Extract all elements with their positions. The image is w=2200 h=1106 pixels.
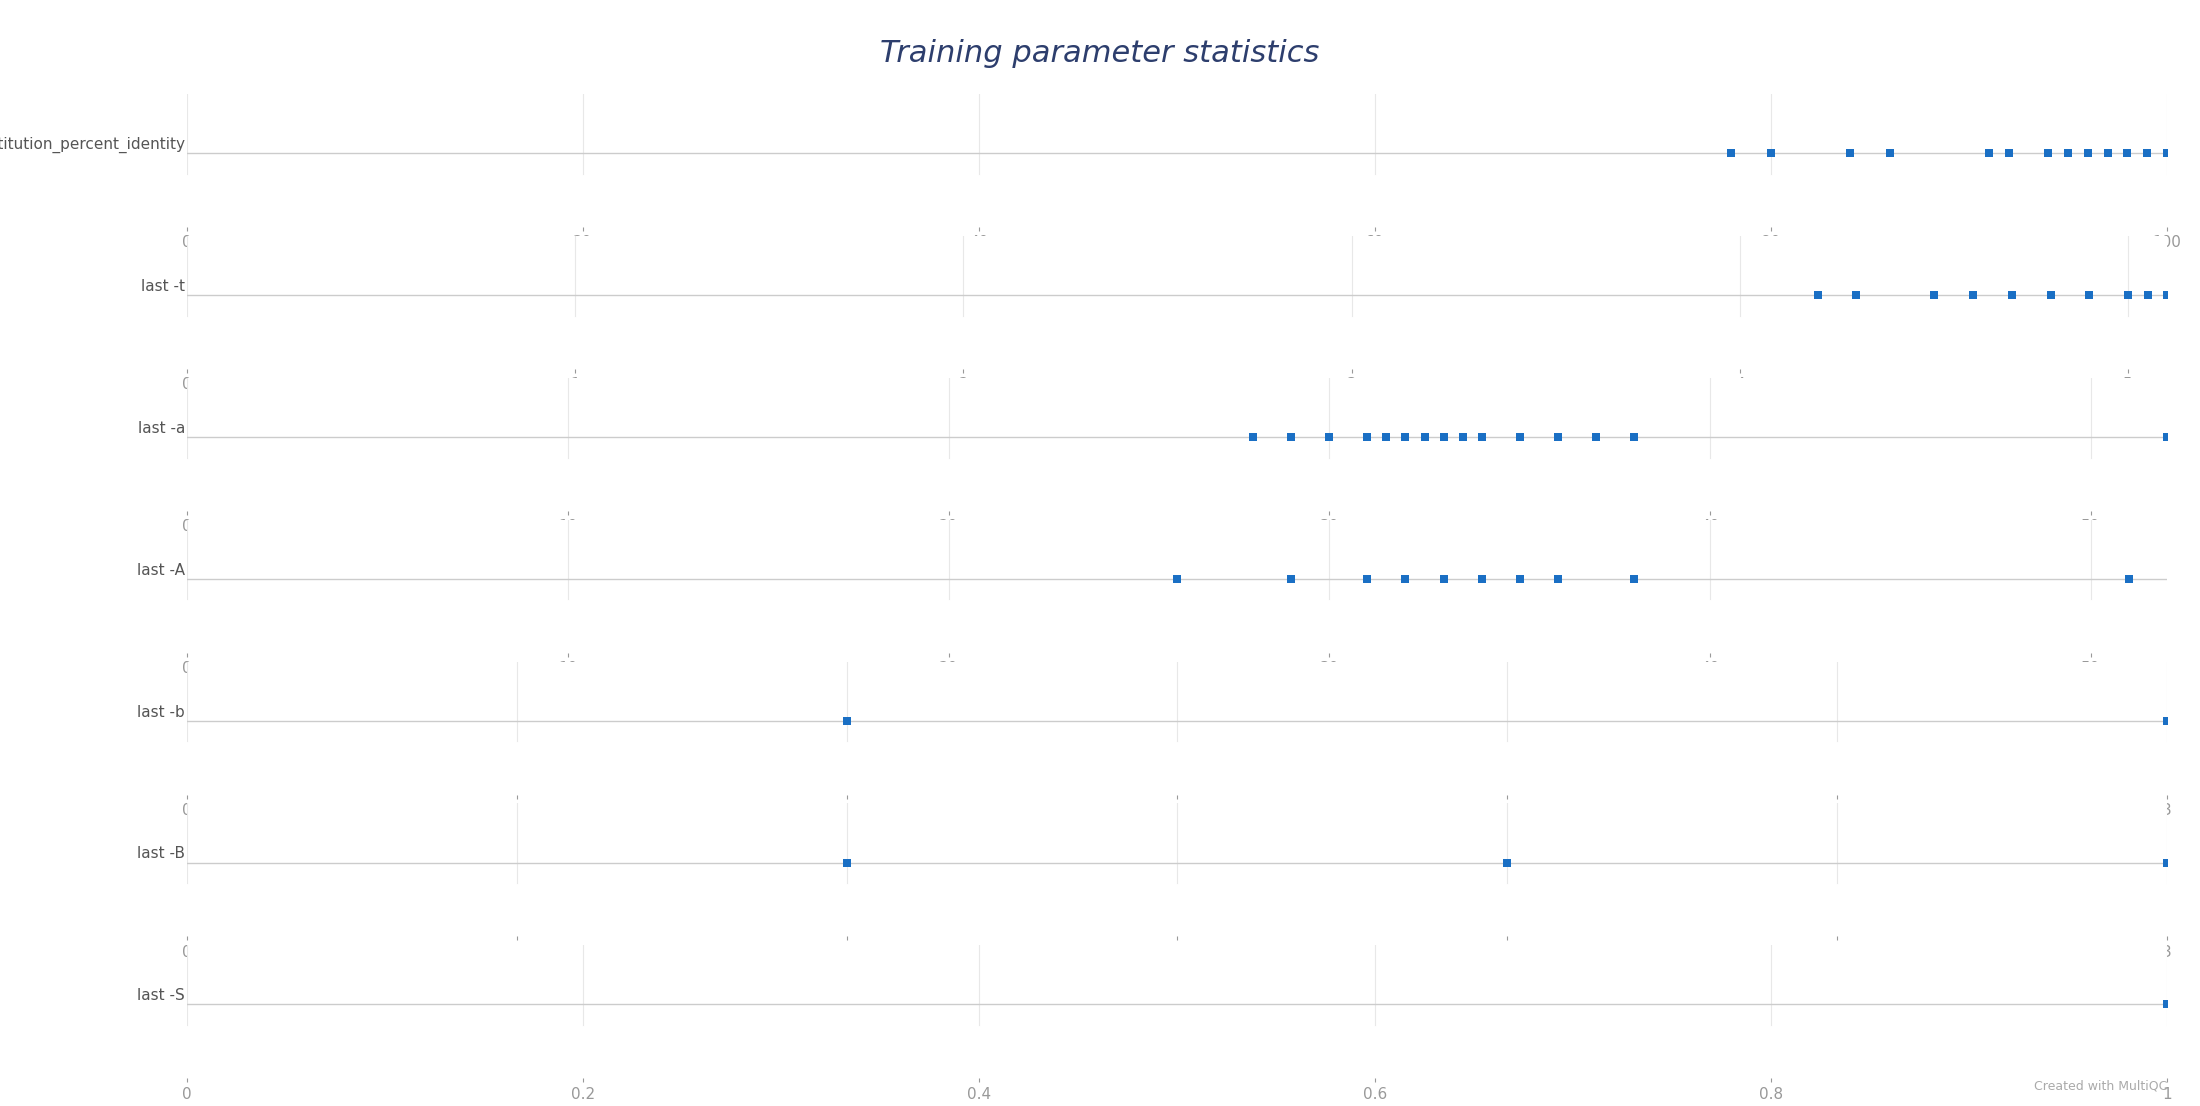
Point bbox=[1503, 428, 1538, 446]
Point bbox=[1159, 570, 1195, 587]
Point bbox=[2149, 428, 2185, 446]
Point bbox=[1839, 286, 1874, 304]
Point bbox=[1236, 428, 1272, 446]
Y-axis label: last -t: last -t bbox=[141, 279, 185, 294]
Point bbox=[1833, 144, 1868, 161]
Point bbox=[1351, 428, 1386, 446]
Y-axis label: last -B: last -B bbox=[136, 846, 185, 862]
Point bbox=[1991, 144, 2026, 161]
Point bbox=[1311, 428, 1346, 446]
Y-axis label: substitution_percent_identity: substitution_percent_identity bbox=[0, 136, 185, 153]
Point bbox=[2149, 144, 2185, 161]
Point bbox=[1540, 428, 1575, 446]
Y-axis label: last -S: last -S bbox=[136, 989, 185, 1003]
Point bbox=[1445, 428, 1481, 446]
Point bbox=[2130, 144, 2165, 161]
Text: Created with MultiQC: Created with MultiQC bbox=[2033, 1079, 2167, 1093]
Point bbox=[1351, 570, 1386, 587]
Point bbox=[1426, 428, 1461, 446]
Y-axis label: last -A: last -A bbox=[136, 563, 185, 577]
Point bbox=[1916, 286, 1951, 304]
Point bbox=[2031, 144, 2066, 161]
Point bbox=[2149, 286, 2185, 304]
Point bbox=[1426, 570, 1461, 587]
Point bbox=[1872, 144, 1907, 161]
Point bbox=[1617, 570, 1652, 587]
Point bbox=[1489, 854, 1525, 872]
Point bbox=[1388, 428, 1423, 446]
Point bbox=[1800, 286, 1835, 304]
Point bbox=[2050, 144, 2086, 161]
Point bbox=[1388, 570, 1423, 587]
Point bbox=[2149, 854, 2185, 872]
Point bbox=[1463, 570, 1498, 587]
Point bbox=[1753, 144, 1789, 161]
Point bbox=[2110, 144, 2145, 161]
Point bbox=[2090, 144, 2125, 161]
Point bbox=[1408, 428, 1443, 446]
Point bbox=[1503, 570, 1538, 587]
Point bbox=[1368, 428, 1404, 446]
Y-axis label: last -a: last -a bbox=[139, 420, 185, 436]
Point bbox=[2130, 286, 2165, 304]
Point bbox=[829, 854, 865, 872]
Point bbox=[1274, 428, 1309, 446]
Point bbox=[2112, 570, 2147, 587]
Point bbox=[1463, 428, 1498, 446]
Point bbox=[2149, 712, 2185, 730]
Point bbox=[2070, 144, 2105, 161]
Point bbox=[2033, 286, 2068, 304]
Point bbox=[829, 712, 865, 730]
Point bbox=[1714, 144, 1749, 161]
Point bbox=[1956, 286, 1991, 304]
Point bbox=[2149, 995, 2185, 1013]
Point bbox=[1540, 570, 1575, 587]
Text: Training parameter statistics: Training parameter statistics bbox=[880, 39, 1320, 67]
Point bbox=[1993, 286, 2028, 304]
Point bbox=[1577, 428, 1613, 446]
Point bbox=[1617, 428, 1652, 446]
Point bbox=[2110, 286, 2145, 304]
Point bbox=[1274, 570, 1309, 587]
Point bbox=[2149, 144, 2185, 161]
Point bbox=[2072, 286, 2108, 304]
Point bbox=[2149, 286, 2185, 304]
Point bbox=[1971, 144, 2006, 161]
Y-axis label: last -b: last -b bbox=[136, 705, 185, 720]
